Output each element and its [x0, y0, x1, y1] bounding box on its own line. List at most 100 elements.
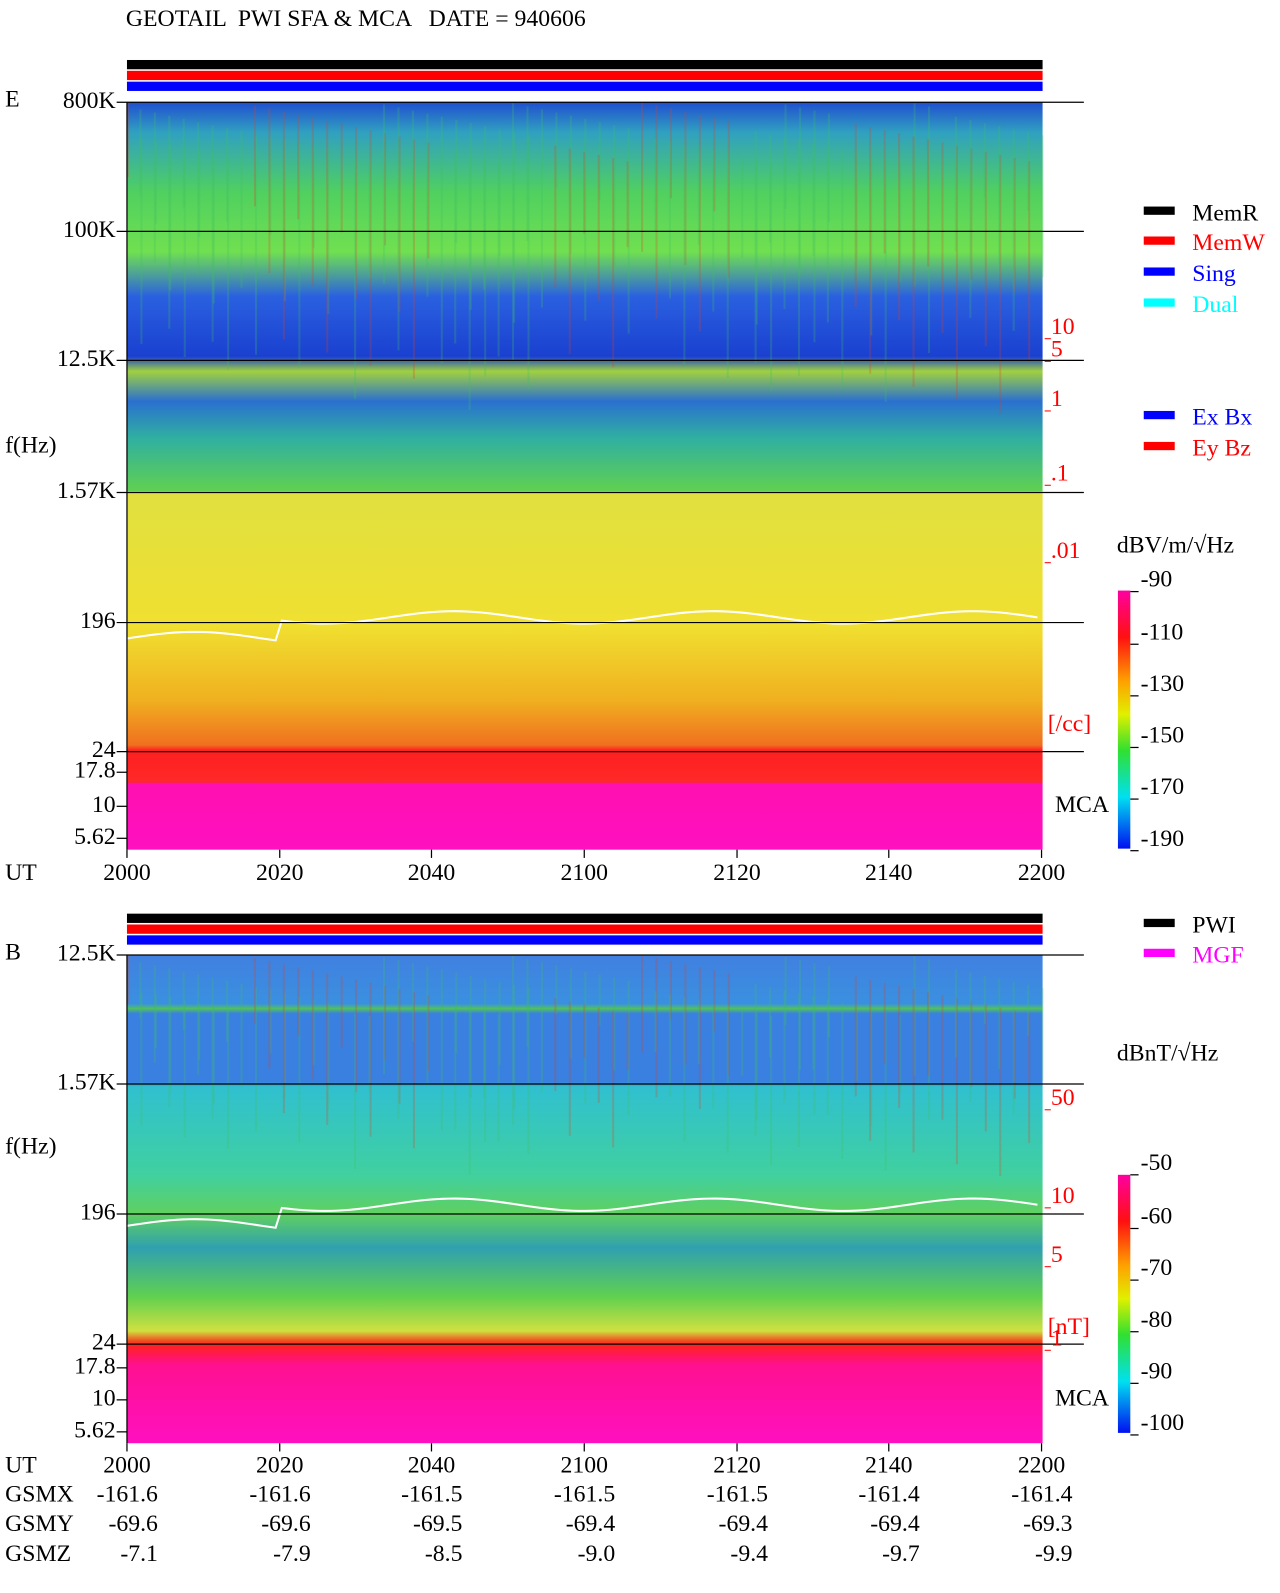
orbit-value: -161.5	[707, 1481, 768, 1507]
panel-label: B	[5, 939, 21, 965]
streak	[969, 972, 972, 1102]
colorbar-tick-label: -70	[1141, 1255, 1173, 1281]
y-tick-label: 24	[92, 737, 116, 763]
colorbar-tick-label: -80	[1141, 1307, 1173, 1333]
streak	[827, 113, 830, 223]
colorbar-tick-label: -170	[1141, 774, 1185, 800]
streak	[926, 139, 930, 267]
streak	[826, 146, 829, 323]
streak	[883, 982, 886, 1064]
streak	[168, 115, 171, 329]
orbit-value: -69.4	[566, 1511, 616, 1537]
streak	[584, 971, 587, 1104]
streak	[998, 126, 1001, 265]
y-tick-label: 5.62	[74, 1417, 116, 1443]
streak	[311, 970, 314, 1081]
orbit-value: -9.7	[882, 1541, 920, 1567]
density-unit: [nT]	[1048, 1314, 1090, 1340]
orbit-label: GSMY	[5, 1511, 74, 1537]
density-tick-label: 1	[1051, 1325, 1063, 1351]
streak	[340, 123, 343, 233]
colorbar-tick-label: -60	[1141, 1204, 1173, 1230]
streak	[584, 118, 587, 321]
streak	[454, 1005, 457, 1131]
streak	[355, 979, 358, 1093]
streak	[684, 111, 687, 265]
y-tick-label: 12.5K	[57, 346, 116, 372]
streak	[583, 1004, 586, 1059]
streak	[527, 987, 530, 1154]
streak	[727, 120, 730, 278]
streak	[698, 114, 701, 332]
orbit-value: -9.0	[578, 1541, 616, 1567]
streak	[770, 1015, 773, 1165]
streak	[540, 962, 543, 1092]
streak	[227, 157, 230, 371]
streak	[797, 140, 800, 376]
colorbar	[1117, 1174, 1131, 1433]
streak	[627, 980, 630, 1116]
streak	[240, 983, 243, 1087]
streak	[841, 1002, 844, 1159]
streak	[411, 110, 414, 231]
status-bar	[126, 935, 1043, 945]
orbit-label: GSMX	[5, 1481, 74, 1507]
streak	[754, 983, 757, 1136]
legend-label: Sing	[1192, 261, 1236, 287]
streak	[298, 143, 301, 368]
streak	[926, 992, 930, 1076]
streak	[312, 146, 315, 248]
streak	[913, 103, 916, 287]
colorbar-tick-label: -150	[1141, 723, 1185, 749]
streak	[969, 119, 972, 318]
streak	[455, 972, 458, 1054]
streak	[754, 131, 757, 363]
streak	[139, 109, 142, 196]
orbit-value: -161.4	[858, 1481, 919, 1507]
streak	[1027, 132, 1030, 211]
streak	[913, 955, 916, 1076]
streak	[154, 141, 157, 224]
orbit-value: -9.4	[730, 1541, 768, 1567]
density-tick-label: 50	[1051, 1085, 1075, 1111]
colorbar-tick-label: -190	[1141, 826, 1185, 852]
density-tick-label: .01	[1051, 538, 1081, 564]
legend-swatch	[1143, 410, 1175, 420]
x-tick-label: 2020	[256, 860, 303, 886]
streak	[713, 117, 716, 212]
streak	[368, 163, 371, 280]
streak	[254, 986, 258, 1131]
legend-label: PWI	[1192, 913, 1236, 939]
streak	[970, 1001, 973, 1087]
streak	[412, 139, 415, 379]
streak	[654, 991, 657, 1053]
streak	[698, 967, 701, 1109]
streak	[253, 958, 256, 1024]
streak	[268, 108, 271, 273]
legend-swatch	[1143, 267, 1175, 276]
panel-label: E	[5, 87, 20, 113]
status-bar	[126, 59, 1043, 70]
streak	[726, 1006, 729, 1154]
streak	[669, 108, 672, 199]
orbit-value: -161.6	[97, 1481, 158, 1507]
streak	[612, 1010, 615, 1148]
streak	[484, 978, 487, 1143]
spectrogram	[126, 102, 1043, 850]
orbit-value: -161.5	[554, 1481, 615, 1507]
legend-label: MGF	[1192, 942, 1243, 968]
streak	[626, 1013, 629, 1070]
streak	[282, 111, 285, 340]
streak	[397, 960, 400, 1119]
streak	[870, 155, 873, 336]
colorbar-tick-label: -50	[1141, 1150, 1173, 1176]
orbit-value: -69.6	[108, 1511, 158, 1537]
streak	[126, 102, 130, 178]
streak	[269, 990, 272, 1054]
streak	[526, 106, 529, 241]
colorbar-tick-label: -100	[1141, 1410, 1185, 1436]
streak	[668, 994, 671, 1097]
density-unit: [/cc]	[1048, 711, 1091, 737]
legend-swatch	[1143, 948, 1175, 958]
streak	[368, 1015, 371, 1092]
